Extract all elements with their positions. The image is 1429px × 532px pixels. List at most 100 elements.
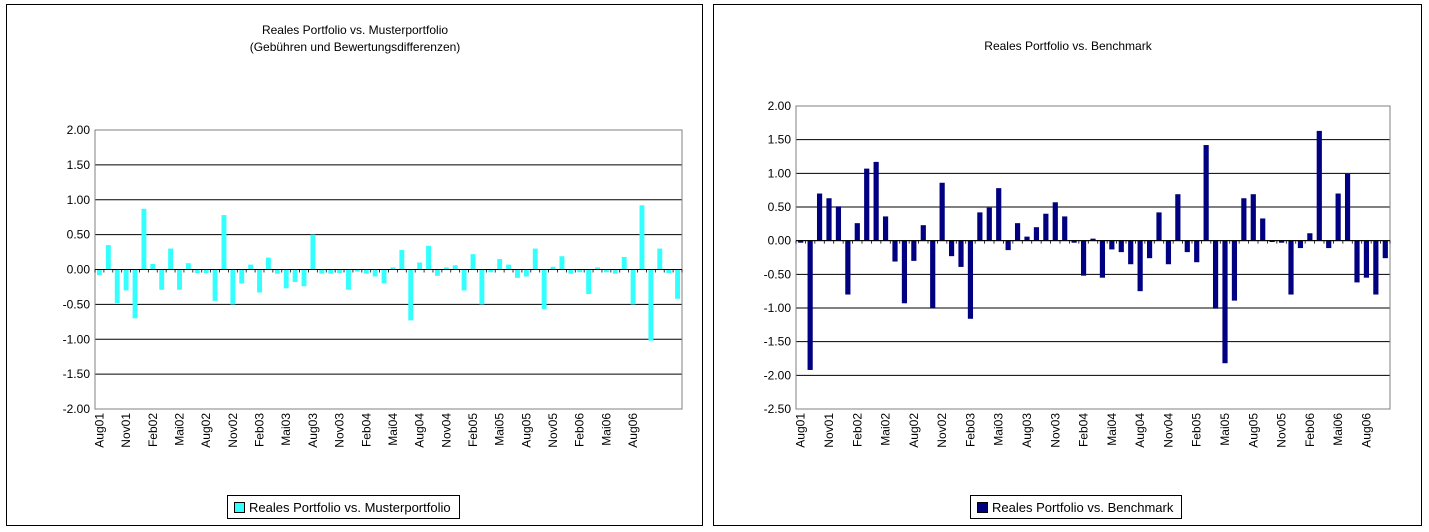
x-tick-label: Nov03 bbox=[333, 413, 347, 448]
x-tick-label: Mai02 bbox=[879, 413, 893, 446]
bar bbox=[203, 269, 209, 273]
bar bbox=[1344, 174, 1351, 241]
bar bbox=[194, 269, 200, 273]
bar bbox=[506, 264, 512, 270]
bar bbox=[354, 269, 360, 272]
chart-panel-musterportfolio: Reales Portfolio vs. Musterportfolio (Ge… bbox=[6, 4, 703, 526]
x-tick-label: Feb05 bbox=[1190, 413, 1204, 447]
x-tick-label: Feb04 bbox=[1077, 413, 1091, 447]
x-tick-label: Nov04 bbox=[439, 413, 453, 448]
x-tick-label: Mai02 bbox=[172, 413, 186, 446]
bar bbox=[657, 248, 663, 270]
bar bbox=[1165, 240, 1172, 265]
bar bbox=[319, 269, 325, 274]
x-tick-label: Feb06 bbox=[1303, 413, 1317, 447]
x-tick-label: Aug05 bbox=[1246, 413, 1260, 448]
bar bbox=[426, 245, 431, 270]
bar bbox=[1231, 240, 1238, 301]
plot-area bbox=[795, 105, 1391, 410]
bar bbox=[1382, 240, 1388, 259]
bar bbox=[417, 262, 423, 270]
bar bbox=[132, 269, 138, 319]
x-tick-label: Feb03 bbox=[253, 413, 267, 447]
bar bbox=[488, 269, 494, 273]
bar bbox=[854, 223, 860, 241]
chart-legend: Reales Portfolio vs. Musterportfolio bbox=[227, 495, 460, 519]
bar bbox=[363, 269, 369, 274]
bar bbox=[1203, 145, 1209, 241]
chart-subtitle: (Gebühren und Bewertungsdifferenzen) bbox=[250, 40, 461, 54]
bar bbox=[986, 207, 992, 241]
x-tick-label: Aug04 bbox=[1133, 413, 1147, 448]
bar bbox=[301, 269, 307, 287]
bar bbox=[105, 245, 111, 270]
bar bbox=[586, 269, 592, 294]
bar bbox=[141, 208, 147, 270]
bar bbox=[1194, 240, 1200, 263]
bar bbox=[408, 269, 414, 321]
bar bbox=[1137, 240, 1143, 292]
bar bbox=[568, 269, 574, 274]
x-tick-label: Aug01 bbox=[92, 413, 106, 448]
bar bbox=[1335, 193, 1341, 241]
y-tick-label: 0.50 bbox=[67, 228, 91, 242]
bar bbox=[595, 267, 600, 270]
bar bbox=[337, 269, 343, 273]
bar bbox=[470, 254, 476, 270]
bar bbox=[996, 188, 1002, 241]
bar bbox=[920, 225, 926, 241]
bar bbox=[1090, 238, 1096, 241]
y-tick-label: -0.50 bbox=[764, 267, 792, 281]
bar bbox=[346, 269, 351, 290]
x-tick-label: Aug06 bbox=[626, 413, 640, 448]
bar bbox=[123, 269, 129, 291]
bar bbox=[239, 269, 245, 284]
bar bbox=[1014, 223, 1021, 241]
legend-label: Reales Portfolio vs. Musterportfolio bbox=[249, 499, 451, 515]
bar bbox=[230, 269, 236, 305]
bar bbox=[873, 161, 879, 241]
bar bbox=[381, 269, 387, 284]
bar bbox=[892, 240, 898, 262]
bar bbox=[515, 269, 520, 278]
x-tick-label: Nov05 bbox=[546, 413, 560, 448]
bar bbox=[1005, 240, 1011, 251]
x-tick-label: Mai05 bbox=[1218, 413, 1232, 446]
bar bbox=[541, 269, 547, 310]
bar bbox=[1269, 240, 1275, 243]
bar bbox=[310, 234, 316, 270]
x-tick-label: Nov02 bbox=[226, 413, 240, 448]
bar bbox=[1156, 212, 1162, 241]
bar bbox=[648, 269, 654, 341]
bar bbox=[612, 269, 618, 274]
x-tick-label: Mai05 bbox=[493, 413, 507, 446]
bar bbox=[1146, 240, 1153, 259]
bar bbox=[461, 269, 467, 291]
x-tick-label: Aug04 bbox=[413, 413, 427, 448]
y-tick-label: 1.00 bbox=[67, 193, 91, 207]
bar bbox=[603, 269, 609, 273]
bar bbox=[1175, 194, 1181, 241]
legend-swatch bbox=[977, 501, 988, 513]
bar bbox=[1278, 240, 1285, 243]
x-tick-label: Mai03 bbox=[992, 413, 1006, 446]
bar bbox=[930, 240, 936, 308]
bar bbox=[1316, 130, 1322, 241]
bar bbox=[1222, 240, 1228, 364]
bar bbox=[675, 269, 680, 299]
bar bbox=[497, 259, 503, 270]
bar bbox=[523, 269, 529, 277]
bar bbox=[1043, 213, 1049, 241]
y-tick-label: 1.50 bbox=[67, 158, 91, 172]
bar bbox=[1109, 240, 1115, 250]
chart-title: Reales Portfolio vs. Musterportfolio bbox=[262, 23, 448, 37]
bar bbox=[1212, 240, 1219, 309]
x-tick-label: Feb05 bbox=[466, 413, 480, 447]
x-tick-label: Mai04 bbox=[1105, 413, 1119, 446]
x-tick-label: Feb06 bbox=[573, 413, 587, 447]
x-tick-label: Aug05 bbox=[519, 413, 533, 448]
bar bbox=[150, 263, 156, 270]
bar bbox=[1250, 194, 1256, 241]
x-tick-label: Nov01 bbox=[119, 413, 133, 448]
y-tick-label: 0.00 bbox=[67, 263, 91, 277]
